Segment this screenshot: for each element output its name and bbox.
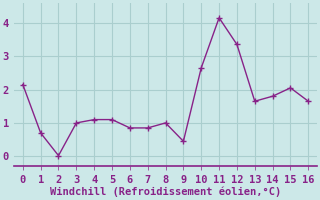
X-axis label: Windchill (Refroidissement éolien,°C): Windchill (Refroidissement éolien,°C) bbox=[50, 187, 281, 197]
